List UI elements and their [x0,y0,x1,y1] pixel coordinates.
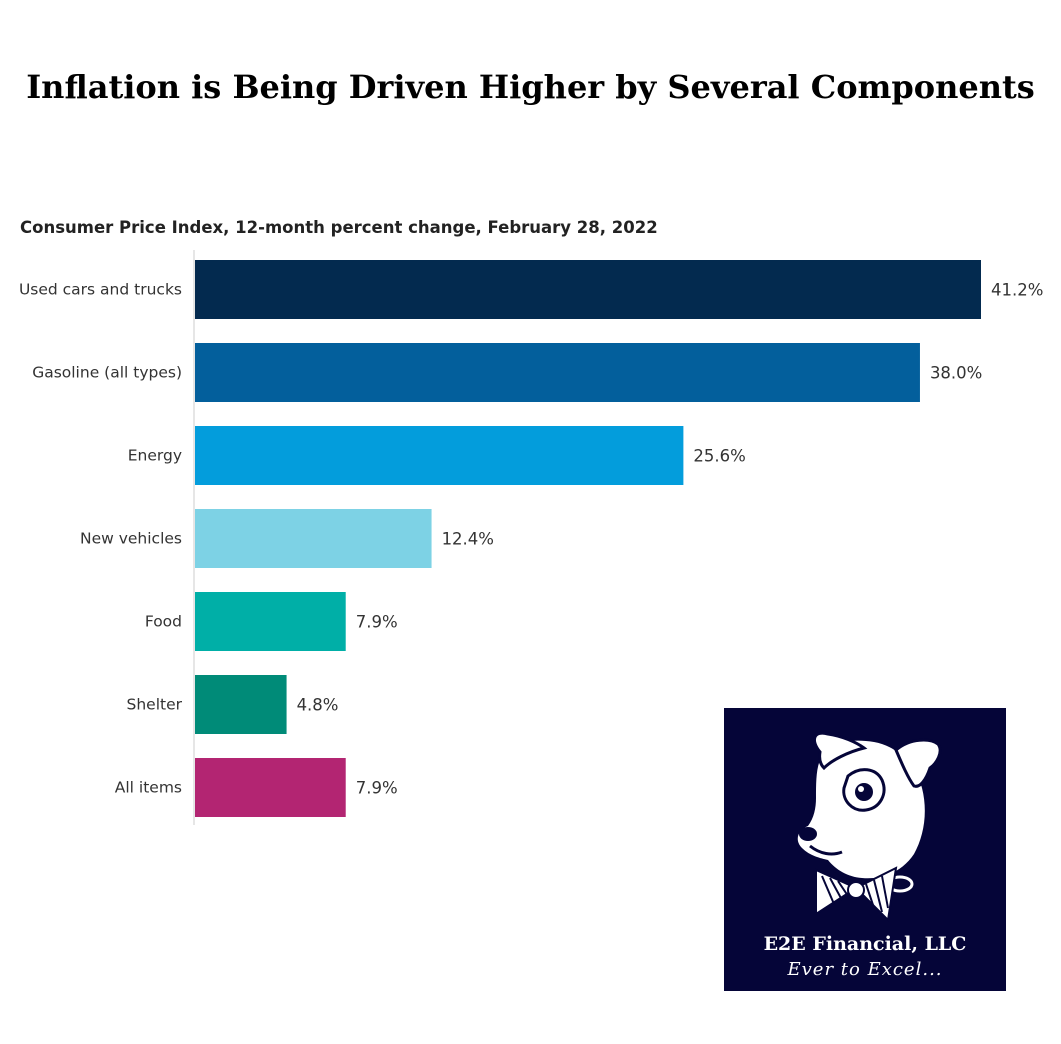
value-label: 12.4% [442,530,494,549]
value-label: 7.9% [356,779,398,798]
bar [195,509,432,568]
category-label: Shelter [127,696,183,714]
bar [195,343,920,402]
dog-with-bowtie-icon [797,731,942,923]
category-label: Gasoline (all types) [32,364,182,382]
category-label: All items [115,779,182,797]
bar [195,675,287,734]
value-label: 7.9% [356,613,398,632]
company-logo: E2E Financial, LLC Ever to Excel... [724,708,1006,991]
bar [195,758,346,817]
logo-company-name: E2E Financial, LLC [763,933,967,955]
bar [195,592,346,651]
value-label: 25.6% [693,447,745,466]
value-label: 38.0% [930,364,982,383]
chart-title: Inflation is Being Driven Higher by Seve… [26,68,1035,106]
bar [195,260,981,319]
category-label: Energy [128,447,182,465]
value-label: 4.8% [297,696,339,715]
bar [195,426,684,485]
value-label: 41.2% [991,281,1043,300]
logo-tagline: Ever to Excel... [787,959,943,980]
chart-subtitle: Consumer Price Index, 12-month percent c… [20,218,658,237]
category-label: Used cars and trucks [19,281,182,299]
category-label: New vehicles [80,530,182,548]
category-label: Food [145,613,182,631]
